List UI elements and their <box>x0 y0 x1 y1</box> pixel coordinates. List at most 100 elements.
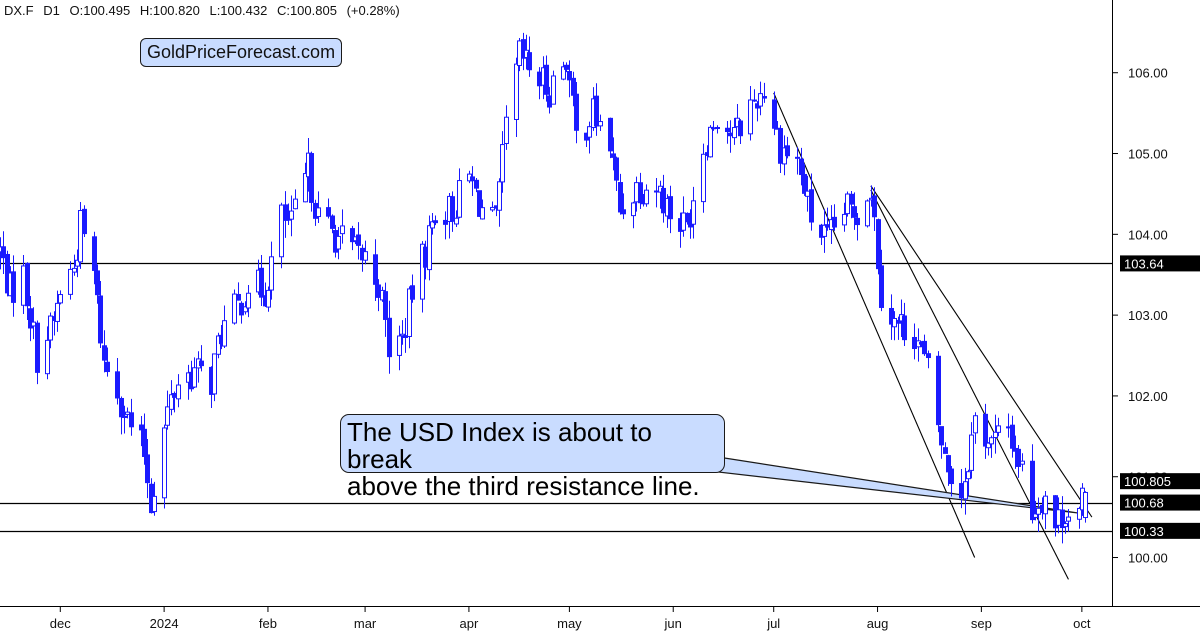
price-tag-level-2: 100.33 <box>1120 522 1200 539</box>
candle-body-up <box>504 116 509 144</box>
candle <box>772 91 777 136</box>
x-tick-label: oct <box>1073 616 1091 631</box>
candle-body-up <box>517 40 522 66</box>
candle <box>631 201 636 229</box>
candle <box>701 143 706 213</box>
candle <box>383 282 388 337</box>
candle <box>145 438 150 499</box>
ohlc-header: DX.F D1 O:100.495 H:100.820 L:100.432 C:… <box>4 3 406 18</box>
candle <box>165 390 170 430</box>
candle <box>350 225 355 251</box>
candle-body-down <box>82 208 87 235</box>
candle <box>845 191 850 217</box>
candle <box>598 114 603 132</box>
candle <box>989 435 994 458</box>
candle <box>514 57 519 137</box>
candle-body-down <box>855 217 860 226</box>
candle <box>387 300 392 374</box>
candle <box>748 86 753 141</box>
candle-body-up <box>336 235 341 250</box>
candle <box>916 328 921 362</box>
candle-body-up <box>865 200 870 227</box>
candle-body-down <box>1060 509 1065 529</box>
candle <box>963 467 968 515</box>
candle <box>25 262 30 320</box>
candle-body-down <box>825 224 830 228</box>
candle-body-up <box>1066 516 1071 522</box>
candle-body-down <box>283 204 288 221</box>
candle <box>608 117 613 159</box>
candle <box>762 82 767 103</box>
candle-body-up <box>457 180 462 218</box>
candle <box>454 210 459 227</box>
candle <box>654 177 659 208</box>
close-value: C:100.805 <box>276 3 337 18</box>
candle-body-up <box>400 333 405 337</box>
candle-body-down <box>1010 424 1015 449</box>
candle-body-down <box>470 176 475 182</box>
candle-body-down <box>145 454 150 484</box>
candle-body-up <box>243 306 248 313</box>
candle <box>738 119 743 144</box>
x-tick-label: apr <box>460 616 479 631</box>
candle <box>196 351 201 383</box>
candle-body-up <box>72 267 77 273</box>
candle <box>450 191 455 232</box>
candle <box>212 353 217 402</box>
candle <box>122 405 127 434</box>
candle-body-up <box>681 212 686 231</box>
candle <box>849 190 854 219</box>
candle-body-up <box>1043 495 1048 515</box>
candle-body-up <box>420 243 425 300</box>
candle-body-up <box>58 294 63 304</box>
candle-body-up <box>246 292 251 309</box>
candle-body-up <box>514 63 519 121</box>
candle-body-up <box>587 126 592 138</box>
candle-body-down <box>350 228 355 243</box>
candle-body-up <box>68 268 73 295</box>
candle-body-down <box>309 153 314 203</box>
price-tag-last-text: 100.805 <box>1124 474 1171 489</box>
candle-body-up <box>634 182 639 203</box>
candle <box>504 105 509 150</box>
candle-body-up <box>973 415 978 434</box>
candle-body-down <box>852 206 857 218</box>
candle-body-down <box>373 254 378 285</box>
candle <box>1010 415 1015 458</box>
candle-body-down <box>661 187 666 214</box>
candle-body-up <box>1083 491 1088 519</box>
candle-body-up <box>303 173 308 203</box>
candle-body-down <box>443 219 448 225</box>
high-value: H:100.820 <box>139 3 200 18</box>
candle-body-down <box>571 77 576 96</box>
candle <box>832 204 837 231</box>
candle <box>618 173 623 215</box>
candle <box>752 89 757 102</box>
candle-body-down <box>949 468 954 485</box>
candle <box>236 282 241 301</box>
candle <box>98 281 103 348</box>
candle <box>614 156 619 192</box>
candle <box>470 166 475 196</box>
candle <box>527 36 532 77</box>
timeframe-label: D1 <box>43 3 60 18</box>
candle-body-down <box>403 335 408 339</box>
candle-body-up <box>969 434 974 471</box>
candle-body-down <box>983 413 988 447</box>
price-tag-level-1: 100.68 <box>1120 494 1200 511</box>
candle-body-up <box>1056 509 1061 526</box>
candle-body-down <box>172 392 177 398</box>
y-tick-label: 104.00 <box>1128 227 1168 242</box>
candle-body-up <box>805 190 810 197</box>
candle <box>102 330 107 373</box>
candle <box>216 332 221 359</box>
candle-body-up <box>748 99 753 135</box>
candle <box>1016 445 1021 478</box>
candle <box>795 147 800 175</box>
candle <box>1030 444 1035 524</box>
candle <box>785 136 790 159</box>
candle-body-up <box>551 75 556 105</box>
candle-body-down <box>119 397 124 418</box>
candle-body-up <box>842 213 847 226</box>
